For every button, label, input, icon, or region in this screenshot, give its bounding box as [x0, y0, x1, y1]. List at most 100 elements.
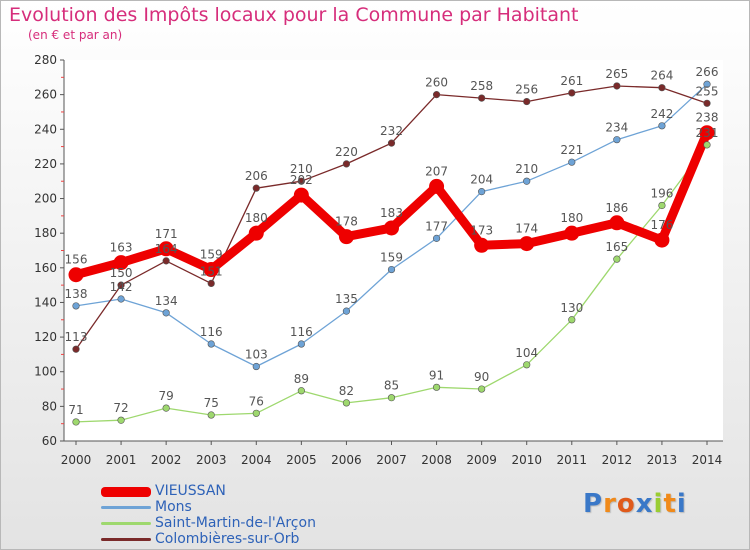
- data-point: [699, 125, 715, 141]
- data-label: 90: [474, 370, 489, 384]
- data-point: [564, 225, 580, 241]
- data-point: [384, 220, 399, 236]
- data-point: [609, 215, 625, 231]
- data-label: 173: [470, 223, 493, 237]
- chart-subtitle: (en € et par an): [28, 28, 123, 42]
- y-tick-label: 180: [34, 226, 57, 240]
- data-label: 231: [696, 126, 719, 140]
- data-label: 75: [204, 396, 219, 410]
- data-point: [613, 136, 621, 144]
- data-point: [338, 229, 354, 245]
- x-tick-label: 2009: [466, 453, 497, 467]
- data-label: 206: [245, 169, 268, 183]
- data-label: 91: [429, 368, 444, 382]
- data-label: 116: [290, 325, 313, 339]
- y-tick-label: 120: [34, 330, 57, 344]
- proxiti-logo: Proxiti: [583, 489, 687, 519]
- data-point: [117, 295, 125, 303]
- legend-label: VIEUSSAN: [155, 483, 226, 499]
- data-point: [432, 91, 441, 99]
- legend-label: Saint-Martin-de-l'Arçon: [155, 515, 316, 531]
- data-label: 76: [249, 394, 264, 408]
- y-tick-label: 240: [34, 122, 57, 136]
- data-point: [297, 177, 305, 185]
- data-point: [72, 302, 80, 310]
- y-tick-label: 220: [34, 157, 57, 171]
- data-point: [252, 409, 260, 417]
- x-tick-label: 2004: [241, 453, 272, 467]
- legend-swatch: [101, 538, 151, 541]
- data-point: [297, 387, 305, 395]
- data-point: [207, 340, 215, 348]
- data-label: 242: [650, 107, 673, 121]
- data-label: 151: [200, 264, 223, 278]
- data-label: 183: [380, 206, 403, 220]
- data-label: 202: [290, 173, 313, 187]
- y-tick-label: 200: [34, 192, 57, 206]
- data-label: 134: [155, 294, 178, 308]
- data-label: 220: [335, 145, 358, 159]
- data-point: [158, 241, 174, 257]
- y-tick-label: 260: [34, 88, 57, 102]
- data-point: [162, 257, 170, 265]
- data-label: 82: [339, 384, 354, 398]
- x-tick-label: 2005: [286, 453, 317, 467]
- x-tick-label: 2013: [647, 453, 678, 467]
- data-label: 221: [560, 143, 583, 157]
- data-label: 72: [113, 401, 128, 415]
- data-label: 159: [200, 248, 223, 262]
- x-tick-label: 2010: [511, 453, 542, 467]
- logo-letter: t: [663, 489, 677, 519]
- legend-swatch: [101, 487, 151, 497]
- data-point: [568, 89, 576, 97]
- data-point: [613, 82, 621, 90]
- data-label: 238: [696, 111, 719, 125]
- data-point: [658, 84, 666, 92]
- data-label: 89: [294, 372, 309, 386]
- x-tick-label: 2001: [106, 453, 137, 467]
- data-label: 165: [605, 240, 628, 254]
- data-point: [523, 97, 531, 106]
- data-point: [387, 394, 396, 402]
- data-label: 116: [200, 325, 223, 339]
- data-point: [162, 309, 170, 317]
- data-point: [703, 80, 711, 88]
- chart-title: Evolution des Impôts locaux pour la Comm…: [9, 4, 579, 26]
- data-point: [658, 122, 666, 130]
- y-tick-label: 100: [34, 365, 57, 379]
- data-label: 255: [696, 84, 719, 98]
- x-tick-label: 2007: [376, 453, 407, 467]
- data-point: [68, 267, 84, 283]
- x-tick-label: 2008: [421, 453, 452, 467]
- data-point: [387, 139, 396, 147]
- data-label: 85: [384, 379, 399, 393]
- data-label: 264: [650, 69, 673, 83]
- data-label: 177: [425, 219, 448, 233]
- data-label: 196: [650, 186, 673, 200]
- data-label: 266: [696, 65, 719, 79]
- data-label: 104: [515, 346, 538, 360]
- data-point: [342, 160, 351, 168]
- data-point: [613, 255, 621, 263]
- data-point: [478, 188, 486, 196]
- data-point: [248, 225, 264, 241]
- data-label: 180: [560, 211, 583, 225]
- data-label: 261: [560, 74, 583, 88]
- logo-letter: x: [635, 489, 654, 519]
- x-tick-label: 2006: [331, 453, 362, 467]
- data-label: 135: [335, 292, 358, 306]
- data-label: 234: [605, 121, 628, 135]
- data-point: [703, 141, 711, 149]
- data-point: [519, 236, 535, 252]
- data-point: [523, 361, 531, 369]
- data-label: 142: [110, 280, 133, 294]
- data-point: [252, 184, 260, 192]
- data-point: [474, 237, 490, 253]
- legend-label: Mons: [155, 499, 192, 515]
- x-tick-label: 2012: [602, 453, 633, 467]
- data-point: [478, 385, 486, 393]
- data-label: 260: [425, 76, 448, 90]
- data-point: [658, 201, 666, 210]
